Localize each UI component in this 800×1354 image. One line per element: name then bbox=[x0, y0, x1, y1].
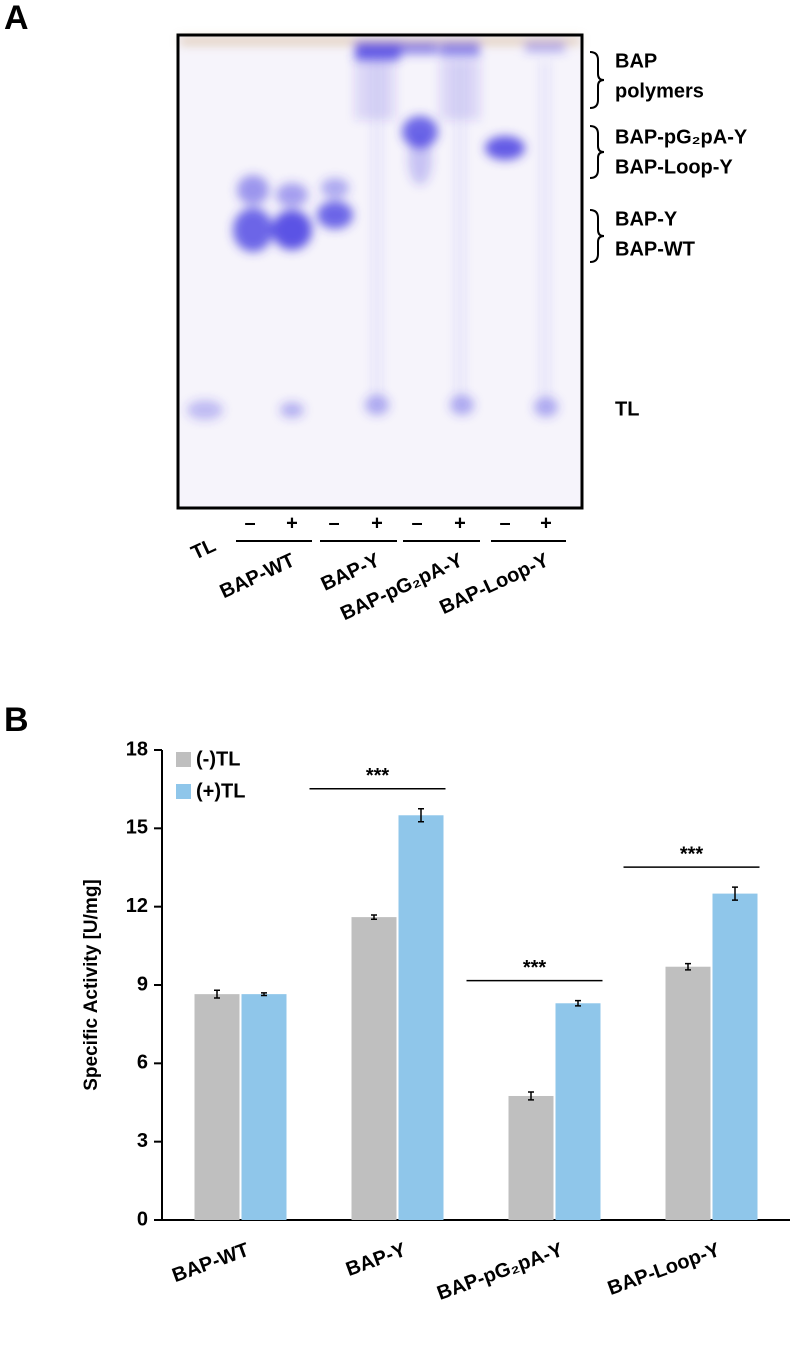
legend-swatch bbox=[176, 752, 191, 767]
x-tick-label: BAP-Loop-Y bbox=[605, 1239, 724, 1300]
error-bar bbox=[214, 989, 220, 999]
lane-sign: – bbox=[328, 512, 339, 534]
bar bbox=[351, 917, 397, 1220]
band-label: BAP-pG₂pA-Y bbox=[615, 126, 748, 148]
bar bbox=[508, 1095, 554, 1220]
bar bbox=[555, 1003, 601, 1220]
y-tick-label: 0 bbox=[137, 1208, 148, 1230]
group-label: BAP-WT bbox=[217, 549, 299, 603]
y-tick-label: 9 bbox=[137, 973, 148, 995]
significance-label: *** bbox=[680, 843, 704, 865]
lane-sign: + bbox=[540, 512, 552, 534]
x-tick-label: BAP-WT bbox=[169, 1239, 252, 1287]
lane-sign: + bbox=[371, 512, 383, 534]
band-label: BAP-WT bbox=[615, 238, 695, 260]
x-tick-label: BAP-Y bbox=[343, 1239, 410, 1281]
significance-label: *** bbox=[523, 957, 547, 979]
x-tick-label: BAP-pG₂pA-Y bbox=[434, 1239, 566, 1305]
y-axis-title: Specific Activity [U/mg] bbox=[81, 879, 102, 1091]
gel-border bbox=[176, 33, 584, 510]
error-bar bbox=[575, 999, 581, 1007]
lane-sign: + bbox=[454, 512, 466, 534]
lane-sign: + bbox=[286, 512, 298, 534]
bar bbox=[712, 893, 758, 1220]
band-label: BAP-Loop-Y bbox=[615, 156, 733, 178]
significance-label: *** bbox=[366, 765, 390, 787]
error-bar bbox=[371, 914, 377, 920]
panel-label: A bbox=[4, 0, 29, 37]
band-label: BAP bbox=[615, 50, 657, 72]
bar bbox=[398, 815, 444, 1220]
bar bbox=[665, 966, 711, 1220]
band-label: polymers bbox=[615, 80, 704, 102]
error-bar bbox=[528, 1091, 534, 1101]
y-tick-label: 12 bbox=[126, 895, 148, 917]
panel-label: B bbox=[4, 701, 29, 739]
lane-label: TL bbox=[188, 534, 219, 564]
y-tick-label: 18 bbox=[126, 738, 148, 760]
y-tick-label: 15 bbox=[126, 817, 148, 839]
lane-sign: – bbox=[411, 512, 422, 534]
band-label: BAP-Y bbox=[615, 208, 678, 230]
error-bar bbox=[261, 992, 267, 997]
gel bbox=[176, 33, 584, 510]
band-brackets bbox=[589, 51, 605, 263]
lane-sign: – bbox=[244, 512, 255, 534]
error-bar bbox=[418, 808, 424, 823]
bar bbox=[194, 994, 240, 1220]
legend-label: (-)TL bbox=[196, 748, 240, 770]
legend-label: (+)TL bbox=[196, 780, 245, 802]
lane-sign: – bbox=[499, 512, 510, 534]
bar bbox=[241, 994, 287, 1220]
gel-bands bbox=[180, 38, 580, 420]
y-tick-label: 6 bbox=[137, 1052, 148, 1074]
error-bar bbox=[685, 962, 691, 971]
band-label: TL bbox=[615, 398, 639, 420]
legend-swatch bbox=[176, 784, 191, 799]
y-tick-label: 3 bbox=[137, 1130, 148, 1152]
error-bar bbox=[732, 886, 738, 901]
